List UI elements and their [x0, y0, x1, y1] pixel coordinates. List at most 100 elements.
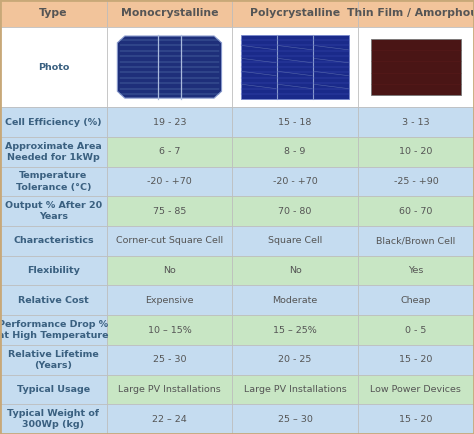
Text: -20 - +70: -20 - +70	[273, 177, 318, 186]
Text: Black/Brown Cell: Black/Brown Cell	[376, 237, 456, 245]
Text: 15 - 20: 15 - 20	[399, 414, 433, 424]
Bar	[107, 107, 232, 137]
Bar	[232, 107, 358, 137]
Text: Low Power Devices: Low Power Devices	[371, 385, 461, 394]
Text: 70 - 80: 70 - 80	[278, 207, 312, 216]
Bar	[232, 404, 358, 434]
Bar	[358, 315, 474, 345]
Bar	[371, 39, 461, 95]
Polygon shape	[118, 36, 221, 98]
Bar	[358, 107, 474, 137]
Bar	[358, 226, 474, 256]
Text: Polycrystalline: Polycrystalline	[250, 8, 340, 19]
Bar	[358, 0, 474, 27]
Bar	[0, 196, 107, 226]
Bar	[358, 167, 474, 196]
Bar	[358, 27, 474, 107]
Text: 15 - 20: 15 - 20	[399, 355, 433, 364]
Text: Performance Drop %
at High Temperature: Performance Drop % at High Temperature	[0, 320, 109, 340]
Text: Thin Film / Amorphous: Thin Film / Amorphous	[347, 8, 474, 19]
Text: 0 - 5: 0 - 5	[405, 326, 427, 335]
Bar	[358, 196, 474, 226]
Bar	[0, 0, 107, 27]
Text: Output % After 20
Years: Output % After 20 Years	[5, 201, 102, 221]
Text: Type: Type	[39, 8, 68, 19]
Bar	[0, 107, 107, 137]
Text: 20 - 25: 20 - 25	[278, 355, 312, 364]
Bar	[0, 375, 107, 404]
Bar	[107, 137, 232, 167]
Bar	[358, 256, 474, 286]
Text: Large PV Installations: Large PV Installations	[118, 385, 221, 394]
Text: Relative Lifetime
(Years): Relative Lifetime (Years)	[8, 350, 99, 370]
Bar	[232, 315, 358, 345]
Text: Photo: Photo	[37, 62, 69, 72]
Text: 6 - 7: 6 - 7	[159, 147, 180, 156]
Bar	[232, 137, 358, 167]
Bar	[232, 196, 358, 226]
Text: 25 – 30: 25 – 30	[278, 414, 312, 424]
Text: Characteristics: Characteristics	[13, 237, 94, 245]
Bar	[232, 27, 358, 107]
Text: Approximate Area
Needed for 1kWp: Approximate Area Needed for 1kWp	[5, 142, 102, 162]
Bar	[0, 256, 107, 286]
Bar	[107, 226, 232, 256]
Bar	[232, 345, 358, 375]
Bar	[0, 315, 107, 345]
Bar	[107, 286, 232, 315]
Bar	[0, 226, 107, 256]
Bar	[358, 404, 474, 434]
Bar	[358, 375, 474, 404]
Text: 25 - 30: 25 - 30	[153, 355, 186, 364]
Bar	[232, 375, 358, 404]
Bar	[107, 0, 232, 27]
Bar	[107, 404, 232, 434]
Text: No: No	[289, 266, 301, 275]
Text: Relative Cost: Relative Cost	[18, 296, 89, 305]
Bar	[107, 256, 232, 286]
Text: 15 – 25%: 15 – 25%	[273, 326, 317, 335]
Text: No: No	[163, 266, 176, 275]
Text: -20 - +70: -20 - +70	[147, 177, 192, 186]
Bar	[107, 27, 232, 107]
Text: Flexibility: Flexibility	[27, 266, 80, 275]
Text: Typical Weight of
300Wp (kg): Typical Weight of 300Wp (kg)	[7, 409, 100, 429]
Bar	[0, 286, 107, 315]
Text: Large PV Installations: Large PV Installations	[244, 385, 346, 394]
Text: Temperature
Tolerance (°C): Temperature Tolerance (°C)	[16, 171, 91, 191]
Bar	[107, 315, 232, 345]
Text: Yes: Yes	[408, 266, 424, 275]
Text: Expensive: Expensive	[145, 296, 194, 305]
Text: 19 - 23: 19 - 23	[153, 118, 186, 127]
Text: Moderate: Moderate	[273, 296, 318, 305]
Text: 10 - 20: 10 - 20	[399, 147, 433, 156]
Text: Cell Efficiency (%): Cell Efficiency (%)	[5, 118, 101, 127]
Text: 3 - 13: 3 - 13	[402, 118, 430, 127]
Text: Square Cell: Square Cell	[268, 237, 322, 245]
Bar	[232, 226, 358, 256]
Bar	[107, 375, 232, 404]
Text: Typical Usage: Typical Usage	[17, 385, 90, 394]
Text: 15 - 18: 15 - 18	[278, 118, 312, 127]
Text: 60 - 70: 60 - 70	[399, 207, 433, 216]
Bar	[358, 137, 474, 167]
Bar	[0, 345, 107, 375]
Bar	[232, 256, 358, 286]
Bar	[107, 167, 232, 196]
Bar	[232, 0, 358, 27]
Text: 10 – 15%: 10 – 15%	[147, 326, 191, 335]
Bar	[0, 27, 107, 107]
Text: Monocrystalline: Monocrystalline	[121, 8, 218, 19]
Text: Cheap: Cheap	[401, 296, 431, 305]
Text: 8 - 9: 8 - 9	[284, 147, 306, 156]
Bar	[232, 286, 358, 315]
Bar	[358, 286, 474, 315]
Bar	[232, 167, 358, 196]
Bar	[241, 35, 349, 99]
Bar	[107, 345, 232, 375]
Text: 75 - 85: 75 - 85	[153, 207, 186, 216]
Text: -25 - +90: -25 - +90	[393, 177, 438, 186]
Bar	[107, 196, 232, 226]
Bar	[358, 345, 474, 375]
Bar	[0, 404, 107, 434]
